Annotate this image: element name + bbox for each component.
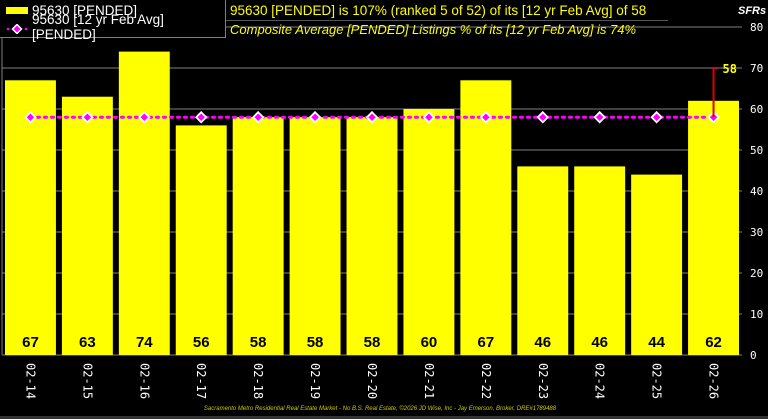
average-line-series: [24, 110, 720, 124]
bar: [175, 125, 227, 356]
bar: [232, 117, 284, 355]
bar-value-label: 58: [307, 334, 324, 351]
x-tick-label: 02-18: [251, 363, 265, 399]
diamond-marker-icon: [138, 110, 151, 124]
bar-value-label: 63: [79, 334, 96, 351]
x-tick-label: 02-24: [593, 363, 607, 399]
bar-value-label: 58: [250, 334, 267, 351]
diamond-marker-icon: [24, 110, 37, 124]
bar: [118, 51, 170, 355]
bar-value-label: 74: [136, 334, 153, 351]
bar-value-label: 67: [478, 334, 495, 351]
bar: [289, 117, 341, 355]
y-tick-label: 70: [750, 62, 763, 75]
y-tick-label: 0: [750, 349, 757, 362]
bar: [403, 109, 455, 355]
x-tick-label: 02-15: [80, 363, 94, 399]
x-tick-label: 02-21: [422, 363, 436, 399]
bar-value-label: 62: [705, 334, 722, 351]
y-axis-unit-label: SFRs: [738, 5, 767, 17]
legend-item-avg: 95630 [12 yr Feb Avg] [PENDED]: [6, 12, 225, 42]
diamond-marker-icon: [479, 110, 493, 124]
bar-value-label: 56: [193, 334, 210, 351]
bar-series: 67 63 74 56 58 58 58 60 67 46 46 44 62: [5, 51, 739, 356]
x-tick-label: 02-19: [308, 363, 322, 399]
bar: [61, 96, 113, 355]
footer-divider: [0, 416, 768, 419]
y-axis: 0 10 20 30 40 50 60 70 80: [750, 21, 763, 362]
x-tick-label: 02-14: [23, 363, 37, 399]
bar-value-label: 46: [591, 334, 608, 351]
diamond-marker-icon: [365, 110, 379, 124]
legend: 95630 [PENDED] 95630 [12 yr Feb Avg] [PE…: [0, 0, 226, 42]
y-tick-label: 30: [750, 226, 763, 239]
x-tick-label: 02-23: [536, 363, 550, 399]
diamond-marker-icon: [650, 110, 663, 124]
bar-value-label: 60: [421, 334, 438, 351]
diamond-marker-icon: [422, 110, 436, 124]
bar-value-label: 58: [364, 334, 381, 351]
x-tick-label: 02-25: [650, 363, 664, 399]
diamond-marker-icon: [6, 22, 28, 35]
diamond-marker-icon: [593, 110, 606, 124]
title-line-2: Composite Average [PENDED] Listings % of…: [230, 22, 637, 37]
bar: [460, 80, 512, 356]
bar-value-label: 44: [648, 334, 665, 351]
y-tick-label: 80: [750, 21, 763, 34]
x-tick-label: 02-17: [194, 363, 208, 399]
x-tick-label: 02-16: [137, 363, 151, 399]
diamond-marker-icon: [194, 110, 208, 124]
legend-label: 95630 [12 yr Feb Avg] [PENDED]: [32, 12, 164, 42]
diamond-marker-icon: [308, 110, 322, 124]
y-tick-label: 60: [750, 103, 763, 116]
bar: [631, 174, 683, 355]
footer-credit: Sacramento Metro Residential Real Estate…: [203, 406, 557, 412]
diamond-marker-icon: [536, 110, 550, 124]
title-line-1: 95630 [PENDED] is 107% (ranked 5 of 52) …: [230, 3, 647, 18]
diamond-marker-icon: [81, 110, 94, 124]
legend-item-pended: 95630 [PENDED]: [6, 2, 137, 18]
bar: [574, 166, 626, 355]
legend-label: 95630 [PENDED]: [32, 2, 138, 18]
y-tick-label: 20: [750, 267, 763, 280]
y-tick-label: 40: [750, 185, 763, 198]
x-tick-label: 02-26: [707, 363, 721, 399]
chart-title: 95630 [PENDED] is 107% (ranked 5 of 52) …: [226, 0, 668, 37]
bar: [5, 80, 56, 356]
bar: [688, 100, 739, 355]
title-divider: [226, 20, 668, 21]
bar-swatch-icon: [6, 6, 28, 14]
x-tick-label: 02-20: [365, 363, 379, 399]
annotation-label: 58: [723, 62, 737, 76]
bar-value-label: 46: [534, 334, 551, 351]
x-axis: 02-14 02-15 02-16 02-17 02-18 02-19 02-20 02-21…: [23, 363, 720, 399]
y-tick-label: 10: [750, 308, 763, 321]
annotation: 58: [712, 62, 737, 118]
bar: [346, 117, 398, 355]
y-tick-label: 50: [750, 144, 763, 157]
bar-value-label: 67: [22, 334, 39, 351]
diamond-marker-icon: [251, 110, 265, 124]
bar: [517, 166, 569, 355]
x-tick-label: 02-22: [479, 363, 493, 399]
